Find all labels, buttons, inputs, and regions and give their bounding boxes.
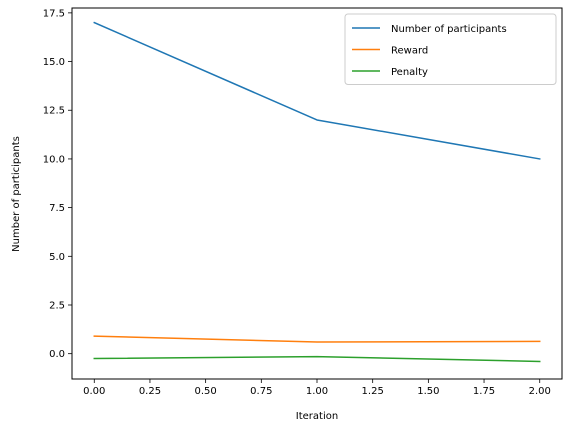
legend-label: Number of participants — [391, 24, 507, 35]
x-tick-label: 2.00 — [529, 386, 551, 397]
y-axis-label: Number of participants — [11, 136, 22, 252]
x-tick-label: 1.75 — [473, 386, 495, 397]
y-tick-label: 12.5 — [43, 106, 65, 117]
y-tick-label: 17.5 — [43, 8, 65, 19]
x-tick-label: 0.25 — [139, 386, 161, 397]
y-tick-label: 10.0 — [43, 154, 65, 165]
legend-label: Penalty — [391, 67, 428, 78]
y-tick-label: 0.0 — [49, 349, 65, 360]
y-tick-label: 2.5 — [49, 300, 65, 311]
y-tick-label: 7.5 — [49, 203, 65, 214]
x-tick-label: 1.00 — [306, 386, 328, 397]
x-tick-label: 1.25 — [362, 386, 384, 397]
x-tick-label: 1.50 — [417, 386, 439, 397]
legend-label: Reward — [391, 46, 428, 57]
x-axis-label: Iteration — [296, 411, 338, 422]
legend: Number of participants Reward Penalty — [344, 13, 557, 85]
x-tick-label: 0.50 — [195, 386, 217, 397]
y-tick-label: 5.0 — [49, 252, 65, 263]
y-axis: 0.0 2.5 5.0 7.5 10.0 12.5 15.0 17.5 — [43, 8, 72, 360]
series-layer — [93, 21, 541, 363]
x-tick-label: 0.00 — [83, 386, 105, 397]
legend-box — [344, 13, 557, 85]
x-axis: 0.00 0.25 0.50 0.75 1.00 1.25 1.50 1.75 2.00 — [83, 379, 551, 397]
y-tick-label: 15.0 — [43, 57, 65, 68]
x-tick-label: 0.75 — [250, 386, 272, 397]
